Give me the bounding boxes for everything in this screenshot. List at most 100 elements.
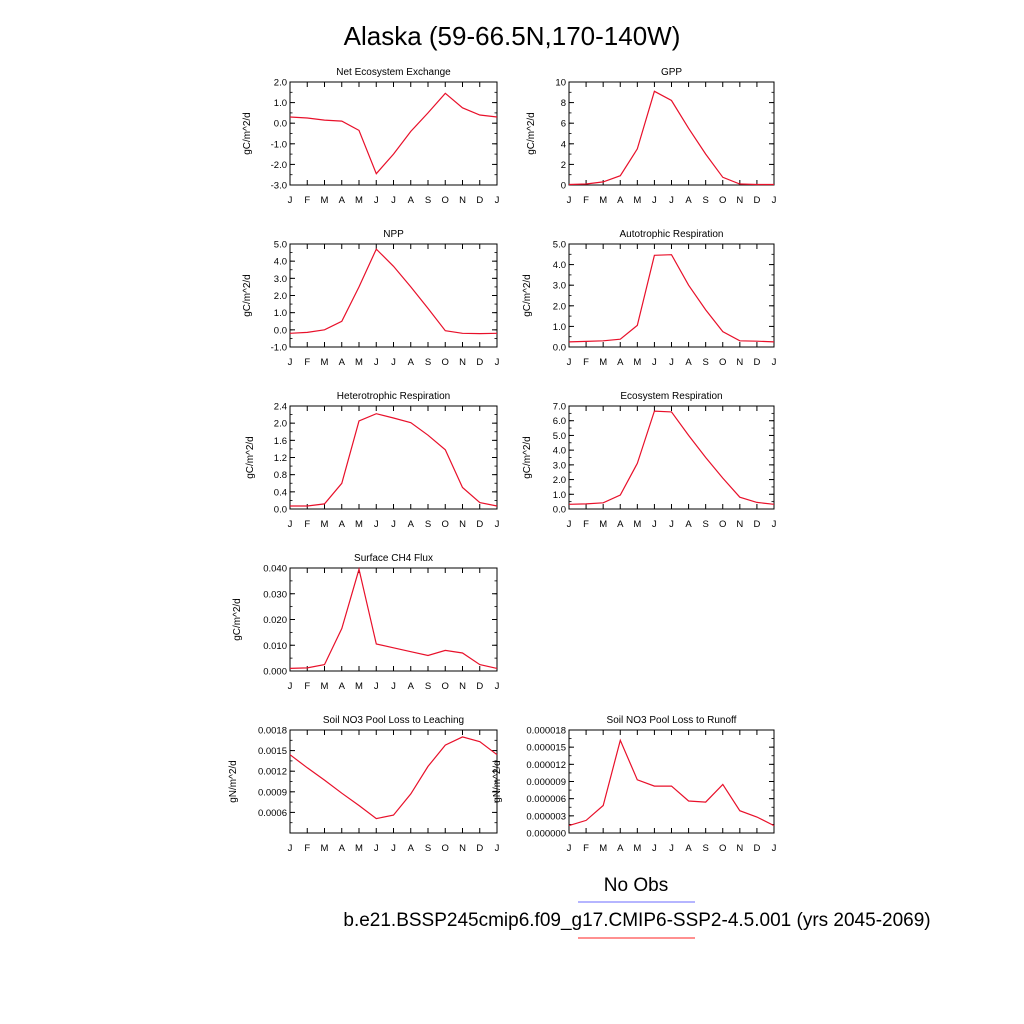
x-tick-label: J: [288, 195, 293, 206]
panel-title: NPP: [383, 229, 404, 240]
x-tick-label: J: [652, 519, 657, 530]
x-tick-label: M: [321, 681, 329, 692]
y-tick-label: 5.0: [553, 431, 566, 442]
x-tick-label: J: [772, 519, 777, 530]
y-tick-label: 0.0006: [258, 808, 287, 819]
y-tick-label: 0.000018: [526, 726, 566, 737]
figure-title: Alaska (59-66.5N,170-140W): [344, 21, 681, 51]
y-tick-label: -2.0: [271, 160, 287, 171]
series-line: [289, 736, 498, 820]
panel-5: Heterotrophic Respiration 2.4 2.0 1.6 1.2 0.8…: [245, 391, 500, 530]
x-tick-label: A: [408, 195, 415, 206]
x-tick-label: J: [669, 357, 674, 368]
x-tick-label: J: [567, 357, 572, 368]
x-tick-label: A: [339, 195, 346, 206]
x-tick-label: J: [374, 195, 379, 206]
panel-1: Net Ecosystem Exchange 2.0 1.0 0.0 -1.0 -2.0 -…: [242, 67, 500, 206]
x-tick-label: M: [355, 681, 363, 692]
x-tick-label: F: [583, 357, 589, 368]
x-tick-label: J: [652, 357, 657, 368]
panel-title: Soil NO3 Pool Loss to Runoff: [607, 715, 737, 726]
x-tick-label: N: [459, 357, 466, 368]
panel-7: Surface CH4 Flux 0.040 0.030 0.020 0.010 0.00…: [232, 553, 500, 692]
y-tick-label: 5.0: [274, 240, 287, 251]
x-tick-label: O: [442, 519, 449, 530]
y-tick-label: 1.0: [274, 308, 287, 319]
x-tick-label: J: [288, 681, 293, 692]
series-line: [289, 566, 498, 669]
y-tick-label: 4.0: [274, 257, 287, 268]
x-tick-label: M: [599, 195, 607, 206]
x-tick-label: J: [652, 195, 657, 206]
y-axis-label: gC/m^2/d: [242, 112, 253, 155]
x-tick-label: S: [425, 681, 431, 692]
x-tick-label: M: [633, 195, 641, 206]
y-tick-label: 0.0015: [258, 746, 287, 757]
y-tick-label: 3.0: [274, 274, 287, 285]
y-tick-label: 10: [555, 78, 566, 89]
y-axis-label: gC/m^2/d: [526, 112, 537, 155]
x-tick-label: M: [321, 519, 329, 530]
x-tick-label: J: [772, 195, 777, 206]
y-tick-label: 0.0018: [258, 726, 287, 737]
x-tick-label: J: [288, 357, 293, 368]
y-tick-label: 2.0: [553, 301, 566, 312]
x-tick-label: A: [339, 519, 346, 530]
x-tick-label: S: [425, 519, 431, 530]
y-tick-label: 0.0: [274, 505, 287, 516]
series-line: [289, 248, 498, 335]
x-tick-label: A: [685, 843, 692, 854]
y-tick-label: 0.010: [263, 641, 287, 652]
y-tick-label: -3.0: [271, 181, 287, 192]
y-tick-label: 6.0: [553, 416, 566, 427]
y-axis-label: gN/m^2/d: [492, 760, 503, 803]
x-tick-label: D: [476, 519, 483, 530]
y-tick-label: 3.0: [553, 460, 566, 471]
x-tick-label: N: [736, 519, 743, 530]
y-tick-label: 2.4: [274, 402, 287, 413]
plot-frame: [289, 729, 498, 834]
x-tick-label: O: [719, 195, 726, 206]
y-tick-label: 0.4: [274, 487, 287, 498]
x-tick-label: J: [652, 843, 657, 854]
plot-frame: [568, 243, 775, 348]
x-tick-label: O: [442, 195, 449, 206]
x-tick-label: J: [772, 357, 777, 368]
y-tick-label: 7.0: [553, 402, 566, 413]
y-tick-label: 0.0: [274, 325, 287, 336]
panel-title: Heterotrophic Respiration: [337, 391, 450, 402]
y-tick-label: 0.000000: [526, 829, 566, 840]
x-tick-label: N: [459, 195, 466, 206]
y-tick-label: 0.0009: [258, 787, 287, 798]
series-line: [568, 738, 775, 827]
panel-title: Ecosystem Respiration: [620, 391, 722, 402]
y-tick-label: 4.0: [553, 260, 566, 271]
x-tick-label: A: [685, 519, 692, 530]
y-axis-label: gC/m^2/d: [232, 598, 243, 641]
x-tick-label: S: [425, 843, 431, 854]
x-tick-label: J: [391, 357, 396, 368]
panels-container: Net Ecosystem Exchange 2.0 1.0 0.0 -1.0 -2.0 -…: [228, 67, 777, 854]
x-tick-label: S: [425, 357, 431, 368]
y-tick-label: 0.000003: [526, 811, 566, 822]
y-tick-label: 0.8: [274, 470, 287, 481]
plot-frame: [568, 405, 775, 510]
x-tick-label: M: [633, 519, 641, 530]
panel-title: Net Ecosystem Exchange: [336, 67, 451, 78]
y-tick-label: -1.0: [271, 343, 287, 354]
y-tick-label: 0.0012: [258, 767, 287, 778]
panel-9: Soil NO3 Pool Loss to Runoff 0.000018 0.00…: [492, 715, 777, 854]
x-tick-label: D: [753, 519, 760, 530]
x-tick-label: N: [459, 519, 466, 530]
x-tick-label: J: [495, 843, 500, 854]
y-tick-label: 0.0: [274, 119, 287, 130]
y-tick-label: 6: [561, 119, 566, 130]
plot-frame: [289, 243, 498, 348]
series-line: [568, 90, 774, 186]
x-tick-label: S: [425, 195, 431, 206]
x-tick-label: M: [355, 519, 363, 530]
series-line: [289, 92, 498, 175]
y-tick-label: 0: [561, 181, 566, 192]
legend-label-obs: No Obs: [604, 875, 668, 896]
